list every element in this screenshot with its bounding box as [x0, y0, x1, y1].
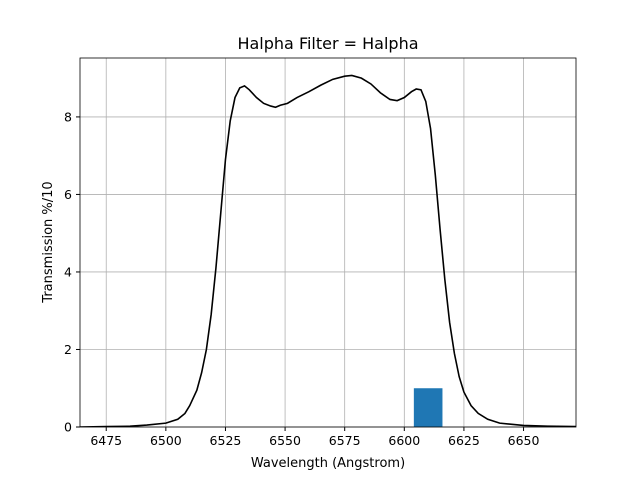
- x-tick-label: 6500: [150, 433, 182, 448]
- plot-frame: [79, 57, 577, 428]
- x-tick-label: 6575: [329, 433, 361, 448]
- y-tick-label: 6: [64, 187, 72, 202]
- x-tick-label: 6475: [90, 433, 122, 448]
- line: [80, 74, 576, 427]
- bar: [413, 388, 443, 427]
- x-axis-label: Wavelength (Angstrom): [251, 456, 405, 471]
- y-tick-label: 4: [64, 264, 72, 279]
- x-tick-label: 6550: [269, 433, 301, 448]
- x-tick-label: 6650: [508, 433, 540, 448]
- x-tick-label: 6625: [448, 433, 480, 448]
- y-tick-label: 2: [64, 342, 72, 357]
- y-axis-label: Transmission %/10: [41, 181, 56, 303]
- x-tick-label: 6600: [388, 433, 420, 448]
- y-tick-label: 8: [64, 109, 72, 124]
- y-tick-label: 0: [64, 420, 72, 435]
- x-tick-label: 6525: [210, 433, 242, 448]
- chart-title: Halpha Filter = Halpha: [237, 34, 418, 53]
